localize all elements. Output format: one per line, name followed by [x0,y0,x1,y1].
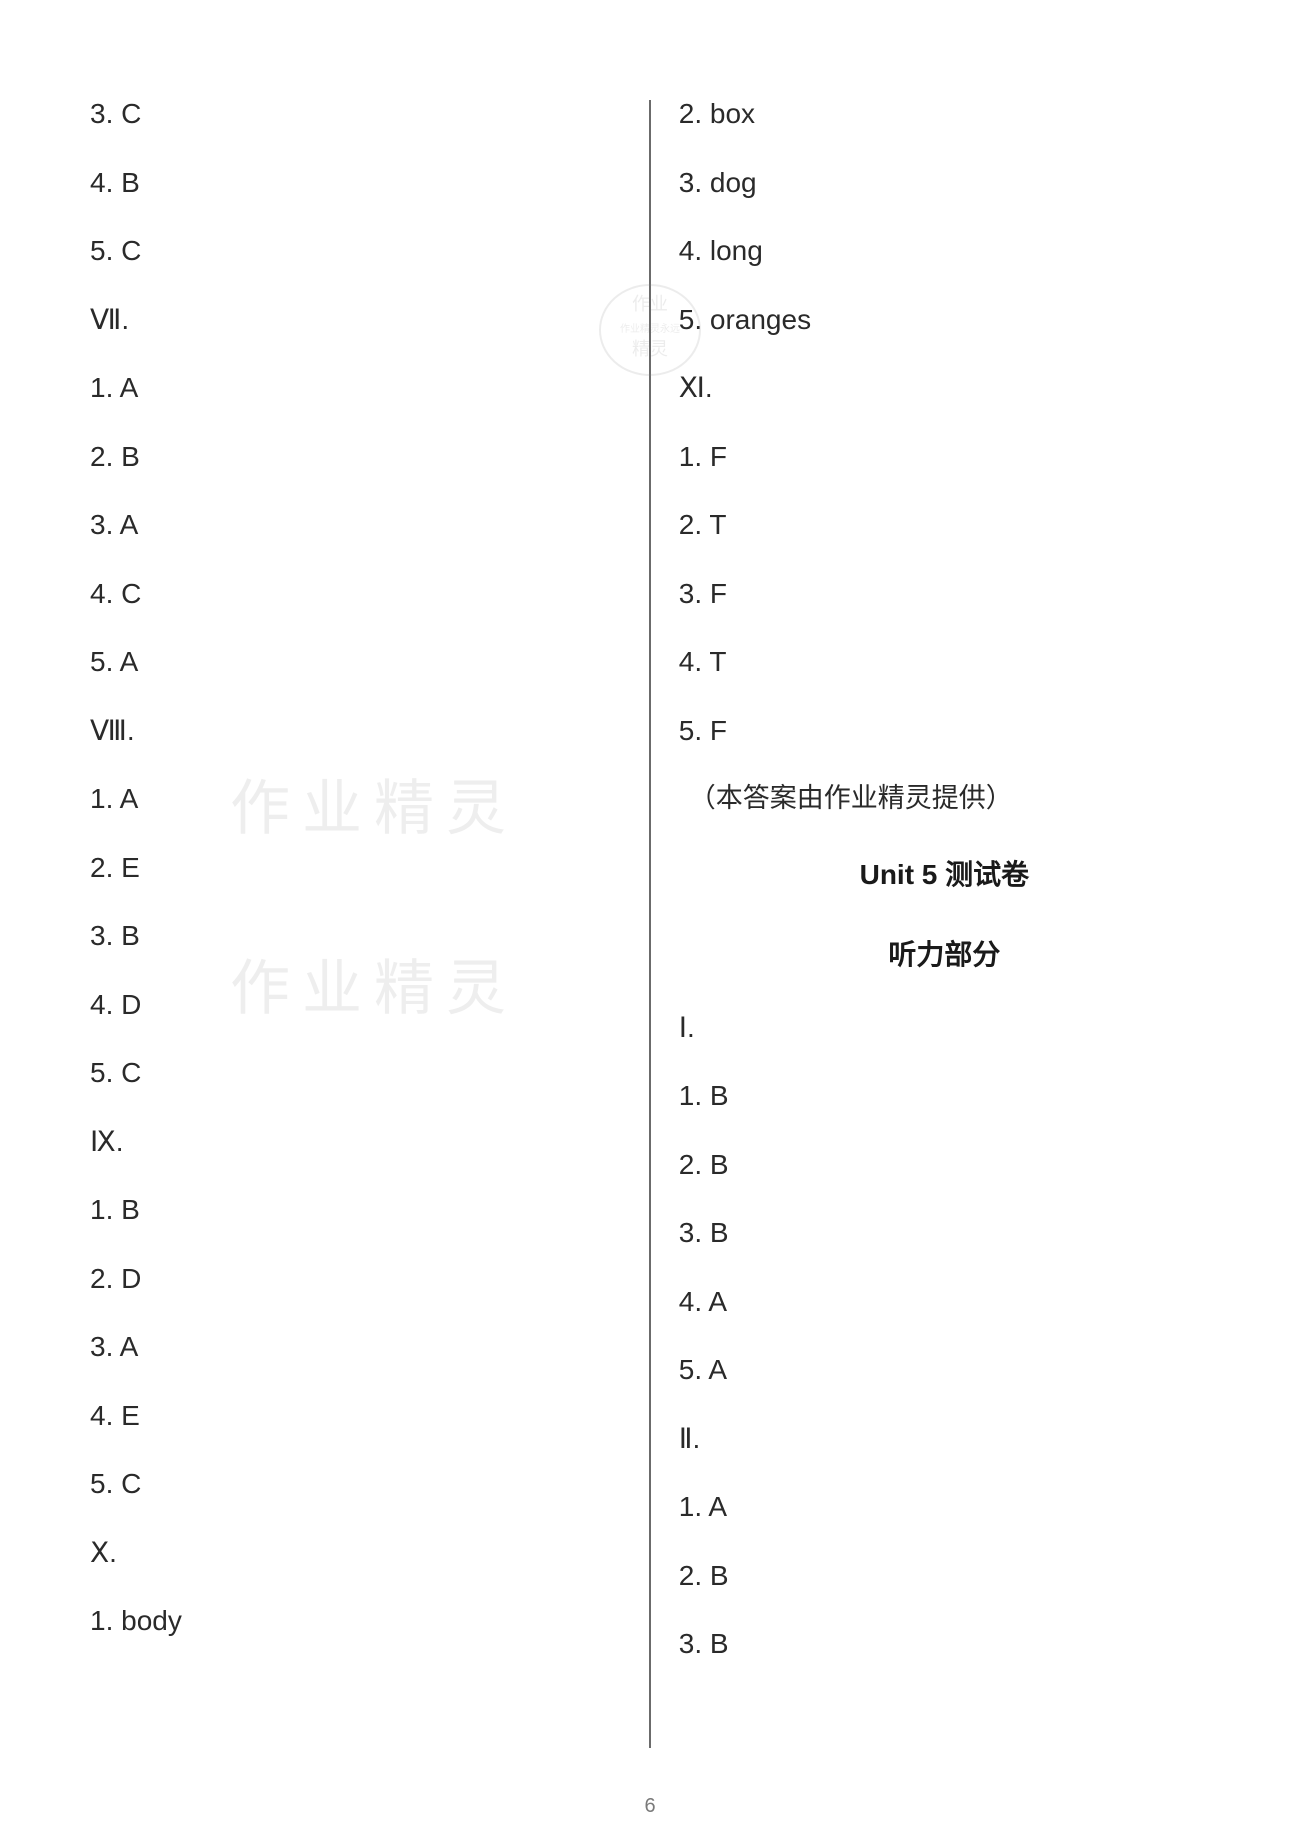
page-container: 作业 作业精灵永远 精灵 作业精灵 作业精灵 3. C 4. B 5. C Ⅶ.… [0,0,1300,1838]
answer-item: 1. A [90,785,621,813]
answer-item: 5. F [679,717,1210,745]
left-column: 3. C 4. B 5. C Ⅶ. 1. A 2. B 3. A 4. C 5.… [90,100,649,1748]
answer-item: 4. E [90,1402,621,1430]
answer-item: 3. B [679,1219,1210,1247]
answer-item: 2. box [679,100,1210,128]
answer-item: 5. A [90,648,621,676]
section-header: Ⅸ. [90,1128,621,1156]
answer-item: 1. body [90,1607,621,1635]
answer-item: 5. C [90,237,621,265]
answer-item: 1. B [90,1196,621,1224]
answer-item: 1. F [679,443,1210,471]
answer-item: 3. dog [679,169,1210,197]
answer-item: 4. T [679,648,1210,676]
answer-item: 2. B [679,1151,1210,1179]
answer-item: 2. E [90,854,621,882]
answer-item: 5. C [90,1470,621,1498]
answer-item: 5. oranges [679,306,1210,334]
answer-item: 4. A [679,1288,1210,1316]
section-header: Ⅶ. [90,306,621,334]
right-column: 2. box 3. dog 4. long 5. oranges Ⅺ. 1. F… [651,100,1210,1748]
unit-title: Unit 5 测试卷 [679,853,1210,893]
section-header: Ⅰ. [679,1014,1210,1042]
answer-item: 4. D [90,991,621,1019]
answer-item: 2. B [90,443,621,471]
answer-item: 3. A [90,511,621,539]
section-header: Ⅱ. [679,1425,1210,1453]
answer-item: 2. B [679,1562,1210,1590]
section-header: Ⅹ. [90,1539,621,1567]
columns-wrapper: 3. C 4. B 5. C Ⅶ. 1. A 2. B 3. A 4. C 5.… [90,100,1210,1748]
answer-item: 3. C [90,100,621,128]
answer-item: 5. C [90,1059,621,1087]
answer-item: 4. long [679,237,1210,265]
answer-item: 1. B [679,1082,1210,1110]
answer-item: 3. B [679,1630,1210,1658]
answer-item: 2. T [679,511,1210,539]
answer-item: 3. A [90,1333,621,1361]
answer-item: 3. B [90,922,621,950]
answer-item: 1. A [679,1493,1210,1521]
answer-item: 5. A [679,1356,1210,1384]
page-number: 6 [644,1795,655,1818]
section-header: Ⅺ. [679,374,1210,402]
answer-item: 4. B [90,169,621,197]
answer-item: 3. F [679,580,1210,608]
answer-item: 4. C [90,580,621,608]
section-header: Ⅷ. [90,717,621,745]
attribution-text: （本答案由作业精灵提供） [689,785,1210,812]
section-title: 听力部分 [679,933,1210,973]
answer-item: 1. A [90,374,621,402]
answer-item: 2. D [90,1265,621,1293]
